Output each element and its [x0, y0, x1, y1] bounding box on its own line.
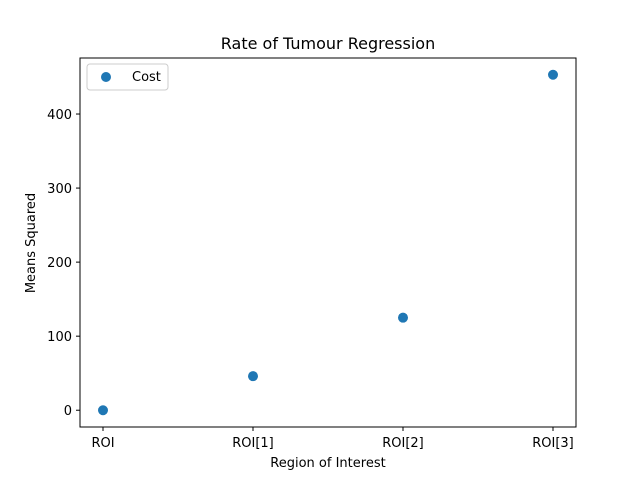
legend-label: Cost: [132, 70, 161, 85]
x-axis-label: Region of Interest: [270, 456, 385, 471]
legend: Cost: [86, 63, 169, 91]
y-tick-label: 100: [47, 330, 72, 345]
plot-frame: [79, 57, 577, 428]
data-point: [248, 371, 258, 382]
legend-marker: [101, 72, 111, 82]
data-point: [98, 405, 108, 416]
x-tick-label: ROI[3]: [532, 436, 574, 451]
x-axis: ROI ROI[1] ROI[2] ROI[3]: [91, 427, 574, 451]
x-tick-label: ROI[1]: [232, 436, 274, 451]
plot-area: [79, 57, 577, 428]
legend-box: [86, 63, 169, 91]
y-tick-label: 0: [64, 404, 72, 419]
data-point: [548, 69, 558, 80]
x-tick-label: ROI: [91, 436, 114, 451]
y-tick-label: 300: [47, 182, 72, 197]
chart-title: Rate of Tumour Regression: [221, 34, 435, 53]
y-axis-label: Means Squared: [24, 193, 39, 293]
data-point: [398, 312, 408, 323]
data-points: [98, 69, 558, 416]
y-tick-label: 200: [47, 256, 72, 271]
y-axis: 0 100 200 300 400: [47, 108, 80, 419]
y-tick-label: 400: [47, 108, 72, 123]
x-tick-label: ROI[2]: [382, 436, 424, 451]
